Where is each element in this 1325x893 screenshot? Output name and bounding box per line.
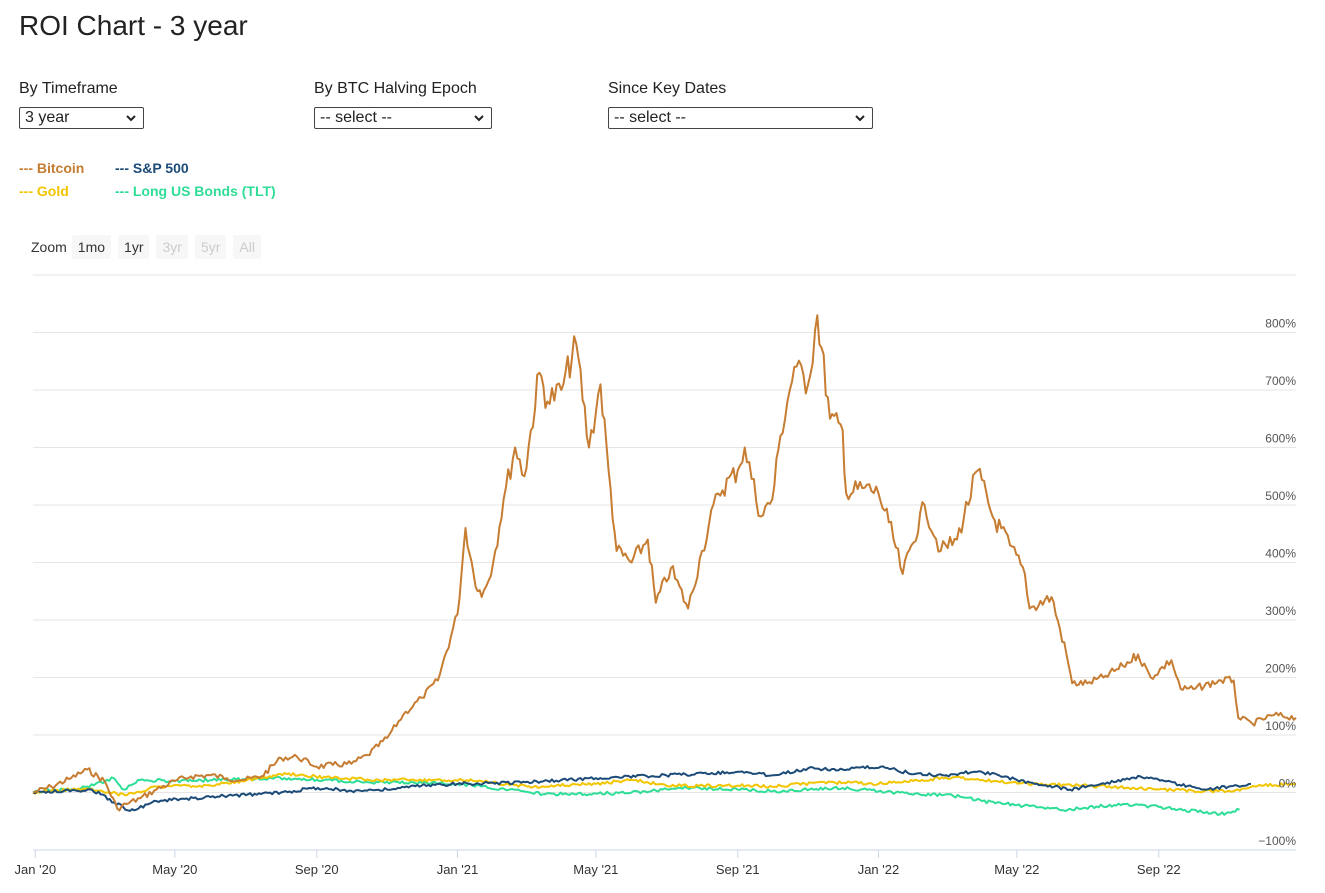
x-tick-label: Jan '21 [437, 862, 479, 877]
legend-item-bitcoin[interactable]: --- Bitcoin [19, 160, 85, 176]
filter-halving-epoch: By BTC Halving Epoch -- select -- [314, 80, 492, 129]
x-axis: Jan '20 May '20 Sep '20 Jan '21 May '21 Sep '… [15, 849, 1296, 877]
key-dates-select-value: -- select -- [614, 109, 686, 126]
x-tick-label: May '20 [152, 862, 197, 877]
x-tick-label: Sep '22 [1137, 862, 1181, 877]
filter-key-dates: Since Key Dates -- select -- [608, 80, 873, 129]
y-tick-label: 300% [1265, 604, 1296, 618]
series-line [32, 772, 1297, 797]
x-tick-label: May '22 [994, 862, 1039, 877]
halving-epoch-select[interactable]: -- select -- [314, 107, 492, 129]
y-tick-label: 200% [1265, 662, 1296, 676]
chart-series [32, 314, 1297, 816]
filter-key-dates-label: Since Key Dates [608, 80, 727, 97]
y-tick-label: 500% [1265, 489, 1296, 503]
chevron-down-icon [126, 115, 136, 122]
y-tick-label: 700% [1265, 374, 1296, 388]
y-tick-label: 600% [1265, 432, 1296, 446]
y-axis-labels: −100% 0% 100% 200% 300% 400% 500% 600% 700% 800% [1258, 317, 1296, 849]
y-tick-label: −100% [1258, 834, 1296, 848]
y-tick-label: 100% [1265, 719, 1296, 733]
y-tick-label: 800% [1265, 317, 1296, 331]
filter-timeframe-label: By Timeframe [19, 80, 118, 97]
y-tick-label: 400% [1265, 547, 1296, 561]
filter-halving-epoch-label: By BTC Halving Epoch [314, 80, 477, 97]
chevron-down-icon [474, 115, 484, 122]
zoom-5yr-button[interactable]: 5yr [194, 235, 227, 259]
legend-item-gold[interactable]: --- Gold [19, 183, 69, 199]
zoom-1mo-button[interactable]: 1mo [71, 235, 112, 259]
page-title: ROI Chart - 3 year [19, 10, 248, 41]
filter-timeframe: By Timeframe 3 year [19, 80, 144, 129]
chevron-down-icon [855, 115, 865, 122]
timeframe-select[interactable]: 3 year [19, 107, 144, 129]
x-tick-label: Jan '20 [15, 862, 57, 877]
zoom-1yr-button[interactable]: 1yr [118, 235, 150, 259]
x-tick-label: Jan '22 [858, 862, 900, 877]
legend-item-tlt[interactable]: --- Long US Bonds (TLT) [115, 183, 276, 199]
key-dates-select[interactable]: -- select -- [608, 107, 873, 129]
zoom-label: Zoom [31, 239, 67, 255]
zoom-bar: Zoom 1mo 1yr 3yr 5yr All [31, 235, 268, 259]
zoom-3yr-button[interactable]: 3yr [156, 235, 188, 259]
series-line [32, 765, 1252, 812]
x-tick-label: May '21 [573, 862, 618, 877]
timeframe-select-value: 3 year [25, 109, 70, 126]
series-line [32, 775, 1240, 816]
legend-item-sp500[interactable]: --- S&P 500 [115, 160, 189, 176]
x-tick-label: Sep '20 [295, 862, 339, 877]
zoom-all-button[interactable]: All [233, 235, 261, 259]
x-tick-label: Sep '21 [716, 862, 760, 877]
roi-line-chart: −100%0%100%200%300%400%500%600%700%800% … [15, 274, 1297, 877]
halving-epoch-select-value: -- select -- [320, 109, 392, 126]
y-tick-label: 0% [1279, 777, 1297, 791]
chart-grid [33, 274, 1296, 851]
series-line [32, 314, 1297, 812]
